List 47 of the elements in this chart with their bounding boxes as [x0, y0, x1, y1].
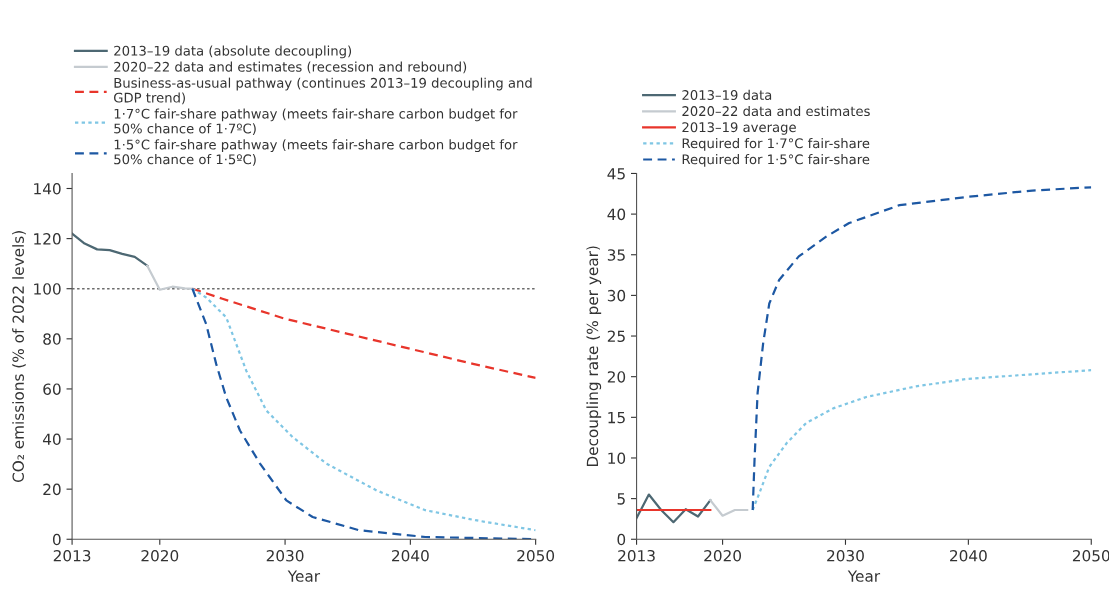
- x-tick-label: 2030: [827, 549, 864, 562]
- line-series: [191, 287, 536, 380]
- y-tick-label: 25: [607, 330, 625, 343]
- y-tick-label: 30: [607, 289, 626, 302]
- legend-label: Required for 1·5°C fair-share: [682, 154, 870, 167]
- y-tick-label: 40: [42, 433, 61, 446]
- y-tick-label: 20: [607, 371, 626, 383]
- y-axis-title: Decoupling rate (% per year): [586, 246, 602, 467]
- legend-label: 1·5°C fair-share pathway (meets fair-share carbon budget for 50% chance of 1·5ºC): [114, 139, 518, 166]
- x-tick-label: 2030: [266, 549, 304, 562]
- y-tick-label: 35: [607, 249, 625, 261]
- legend-label: Required for 1·7°C fair-share: [682, 138, 870, 151]
- line-series: [72, 232, 149, 267]
- legend-label: 2020–22 data and estimates (recession and rebound): [114, 61, 467, 74]
- line-series: [636, 493, 712, 524]
- legend-label: 2020–22 data and estimates: [682, 105, 870, 117]
- legend-label: 1·7°C fair-share pathway (meets fair-share carbon budget for 50% chance of 1·7ºC): [114, 108, 518, 136]
- x-tick-label: 2040: [392, 549, 429, 562]
- legend-label: 2013–19 average: [682, 122, 796, 135]
- y-tick-label: 45: [607, 168, 625, 180]
- y-tick-label: 140: [34, 182, 61, 195]
- x-tick-label: 2050: [517, 549, 555, 562]
- y-tick-label: 20: [43, 483, 61, 496]
- x-tick-label: 2013: [53, 549, 91, 562]
- x-tick-label: 2040: [950, 549, 987, 562]
- x-tick-label: 2020: [141, 549, 179, 562]
- y-tick-label: 15: [608, 411, 625, 424]
- y-tick-label: 60: [43, 383, 61, 395]
- line-series: [751, 186, 1092, 512]
- y-tick-label: 0: [52, 533, 61, 546]
- legend-label: 2013–19 data (absolute decoupling): [114, 45, 352, 59]
- legend-label: 2013–19 data: [682, 89, 772, 101]
- x-axis-title: Year: [847, 570, 881, 582]
- x-tick-label: 2050: [1072, 549, 1109, 562]
- y-tick-label: 10: [608, 452, 626, 464]
- y-tick-label: 40: [607, 208, 626, 221]
- y-tick-label: 80: [43, 333, 61, 345]
- x-tick-label: 2013: [618, 549, 655, 562]
- line-series: [146, 264, 194, 291]
- x-tick-label: 2020: [704, 549, 742, 562]
- y-tick-label: 100: [34, 283, 61, 295]
- legend-label: Business-as-usual pathway (continues 2013–19 decoupling and GDP trend): [114, 77, 532, 105]
- y-tick-label: 0: [617, 533, 626, 546]
- x-axis-title: Year: [287, 570, 321, 582]
- y-axis-title: CO₂ emissions (% of 2022 levels): [12, 231, 26, 483]
- y-tick-label: 5: [617, 493, 625, 505]
- y-tick-label: 120: [34, 233, 61, 245]
